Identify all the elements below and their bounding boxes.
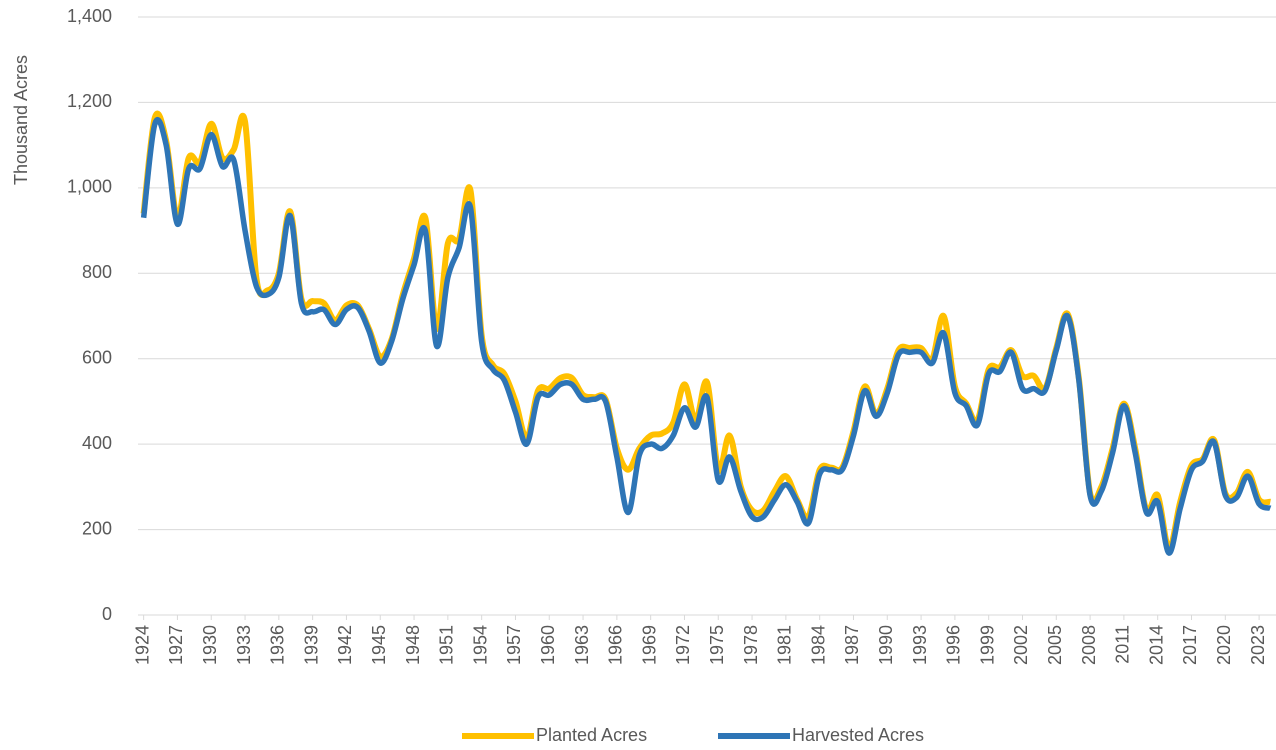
y-axis-label: Thousand Acres — [11, 55, 31, 185]
y-tick-label: 200 — [82, 518, 112, 538]
x-tick-label: 1966 — [606, 625, 626, 665]
x-tick-label: 2023 — [1248, 625, 1268, 665]
legend-label: Planted Acres — [536, 725, 647, 745]
series-line — [140, 116, 1272, 556]
x-tick-label: 1993 — [910, 625, 930, 665]
x-tick-label: 2017 — [1180, 625, 1200, 665]
x-tick-label: 1990 — [876, 625, 896, 665]
x-tick-label: 1960 — [538, 625, 558, 665]
x-tick-label: 1948 — [403, 625, 423, 665]
y-tick-label: 1,000 — [67, 177, 112, 197]
x-tick-label: 1978 — [741, 625, 761, 665]
x-tick-label: 1930 — [200, 625, 220, 665]
x-tick-label: 2005 — [1045, 625, 1065, 665]
x-tick-label: 1936 — [268, 625, 288, 665]
x-tick-label: 1939 — [301, 625, 321, 665]
x-tick-label: 1969 — [639, 625, 659, 665]
x-tick-label: 1942 — [335, 625, 355, 665]
x-tick-label: 2020 — [1214, 625, 1234, 665]
x-tick-label: 1972 — [673, 625, 693, 665]
x-tick-label: 1963 — [572, 625, 592, 665]
x-tick-label: 1996 — [944, 625, 964, 665]
y-tick-label: 400 — [82, 433, 112, 453]
x-tick-label: 1933 — [234, 625, 254, 665]
x-tick-label: 1924 — [132, 625, 152, 665]
y-tick-label: 1,200 — [67, 91, 112, 111]
x-tick-label: 1984 — [808, 625, 828, 665]
legend-label: Harvested Acres — [792, 725, 924, 745]
x-tick-label: 1987 — [842, 625, 862, 665]
y-tick-label: 1,400 — [67, 6, 112, 26]
x-tick-label: 1981 — [775, 625, 795, 665]
series-line — [140, 110, 1271, 552]
x-tick-label: 1957 — [504, 625, 524, 665]
x-tick-label: 1975 — [707, 625, 727, 665]
y-tick-label: 800 — [82, 262, 112, 282]
x-tick-label: 2002 — [1011, 625, 1031, 665]
x-tick-label: 2008 — [1079, 625, 1099, 665]
x-tick-label: 1954 — [470, 625, 490, 665]
x-tick-label: 1945 — [369, 625, 389, 665]
x-tick-label: 2011 — [1113, 625, 1133, 664]
x-tick-label: 1927 — [166, 625, 186, 665]
x-tick-label: 1999 — [977, 625, 997, 665]
y-tick-label: 600 — [82, 347, 112, 367]
x-tick-label: 1951 — [437, 625, 457, 665]
x-tick-label: 2014 — [1146, 625, 1166, 665]
y-tick-label: 0 — [102, 604, 112, 624]
